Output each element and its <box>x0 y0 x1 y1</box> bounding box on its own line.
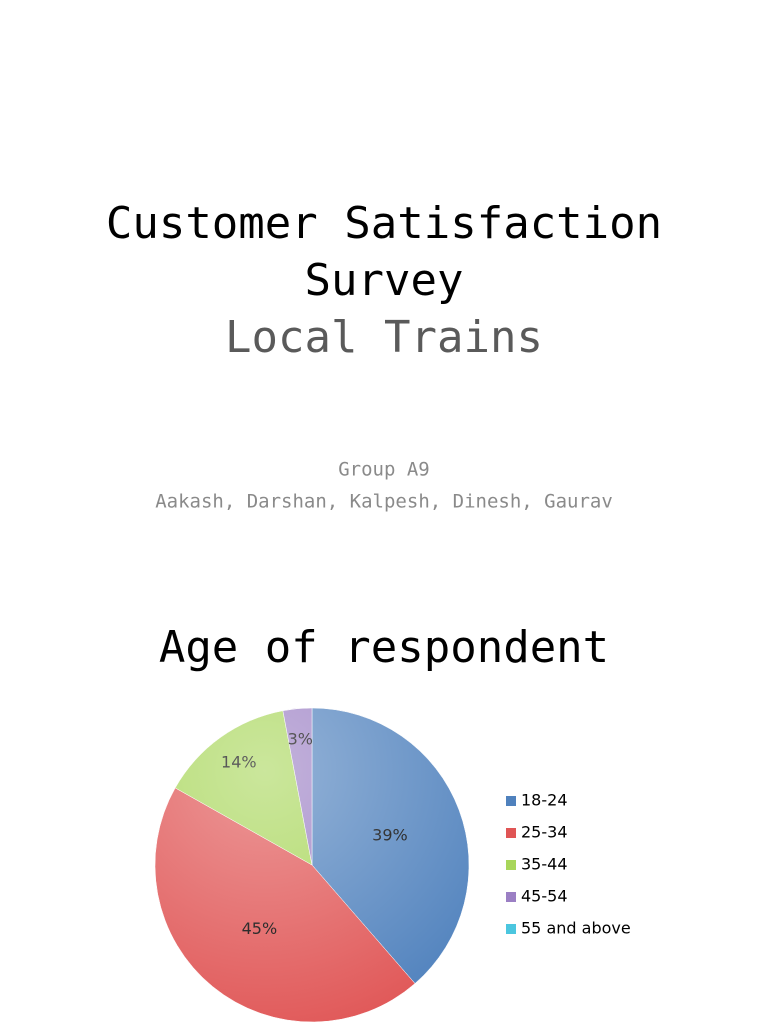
legend-label: 18-24 <box>521 791 568 810</box>
title-line: Survey <box>305 255 464 306</box>
legend-label: 45-54 <box>521 887 568 906</box>
data-label: 39% <box>372 825 408 844</box>
legend-swatch <box>506 860 516 870</box>
data-label: 14% <box>221 752 257 771</box>
legend-swatch <box>506 892 516 902</box>
legend-swatch <box>506 796 516 806</box>
legend-label: 35-44 <box>521 855 568 874</box>
pie: 39% 45% 14% 3% <box>154 707 470 1023</box>
data-label: 3% <box>288 729 313 748</box>
legend-swatch <box>506 924 516 934</box>
legend-label: 55 and above <box>521 919 631 938</box>
legend-label: 25-34 <box>521 823 568 842</box>
subtitle: Local Trains <box>225 312 543 363</box>
legend-swatch <box>506 828 516 838</box>
group: Group A9 <box>338 459 430 481</box>
chart-title: Age of respondent <box>159 622 609 673</box>
title-line: Customer Satisfaction <box>106 198 662 249</box>
legend: 18-24 25-34 35-44 45-54 55 and above <box>506 791 631 938</box>
data-label: 45% <box>242 919 278 938</box>
members: Aakash, Darshan, Kalpesh, Dinesh, Gaurav <box>155 491 613 513</box>
